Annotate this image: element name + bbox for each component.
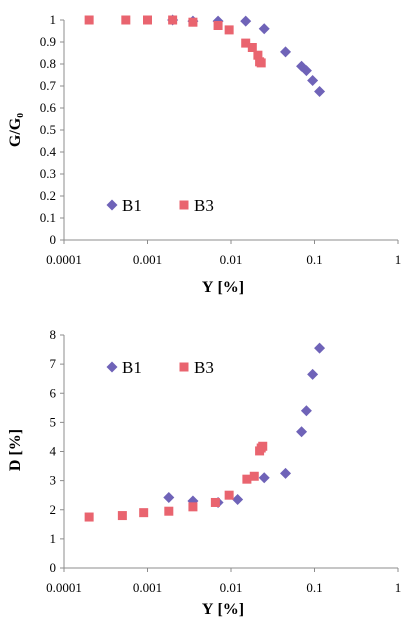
data-point-b3 <box>249 471 259 481</box>
data-point-b3 <box>168 15 178 25</box>
data-point-b1 <box>232 494 244 506</box>
data-point-b3 <box>224 490 234 500</box>
data-point-b3 <box>188 17 198 27</box>
x-tick-label: 0.01 <box>220 580 243 595</box>
y-axis-title: G/G₀ <box>7 113 24 147</box>
y-tick-label: 7 <box>50 356 57 371</box>
data-point-b1 <box>296 426 308 438</box>
legend-label-b3: B3 <box>194 358 214 377</box>
x-tick-label: 0.001 <box>133 580 162 595</box>
legend-label-b3: B3 <box>194 196 214 215</box>
legend-marker-b3 <box>179 362 189 372</box>
y-tick-label: 6 <box>50 385 57 400</box>
data-point-b3 <box>117 511 127 521</box>
data-point-b1 <box>240 15 252 27</box>
data-point-b1 <box>307 75 319 86</box>
data-point-b1 <box>307 368 319 380</box>
data-point-b3 <box>253 50 263 60</box>
chart-1: 0 0.1 0.2 0.3 0.4 0.5 0.6 0.7 0.8 0.9 1 0.0001 0.001… <box>7 12 401 296</box>
legend-marker-b3 <box>179 200 189 210</box>
data-point-b1 <box>258 472 270 484</box>
y-tick-label: 8 <box>50 327 57 342</box>
x-tick-label: 0.0001 <box>46 580 82 595</box>
data-point-b3 <box>84 512 94 522</box>
data-point-b3 <box>256 58 266 68</box>
x-tick-label: 1 <box>395 252 402 267</box>
chart-2: 0 1 2 3 4 5 6 7 8 0.0001 0.001 0.01 0.1 1 Υ [%] D [%] B1… <box>7 327 401 618</box>
x-tick-label: 0.1 <box>306 252 322 267</box>
y-tick-label: 0.7 <box>40 78 57 93</box>
x-tick-label: 1 <box>395 580 402 595</box>
data-point-b3 <box>143 15 152 25</box>
x-axis-title: Υ [%] <box>202 601 244 618</box>
series-b1 <box>167 14 326 97</box>
data-point-b3 <box>164 506 174 516</box>
data-point-b3 <box>247 43 257 52</box>
data-point-b3 <box>210 497 220 507</box>
x-tick-label: 0.0001 <box>46 252 82 267</box>
y-tick-label: 0.9 <box>40 34 56 49</box>
y-tick-label: 0.5 <box>40 122 56 137</box>
y-tick-label: 0 <box>50 232 57 247</box>
x-tick-label: 0.01 <box>220 252 243 267</box>
x-axis-title: Υ [%] <box>202 279 244 296</box>
data-point-b1 <box>314 86 326 97</box>
legend-marker-b1 <box>106 199 118 211</box>
data-point-b1 <box>280 46 292 58</box>
data-point-b1 <box>314 342 326 354</box>
legend-label-b1: B1 <box>122 196 142 215</box>
data-point-b1 <box>258 23 270 35</box>
data-point-b3 <box>121 15 131 25</box>
data-point-b3 <box>241 38 251 48</box>
series-b3 <box>84 441 268 522</box>
data-point-b3 <box>242 474 252 484</box>
y-tick-label: 0.3 <box>40 166 56 181</box>
x-tick-label: 0.1 <box>306 580 322 595</box>
y-axis-title: D [%] <box>7 429 24 471</box>
data-point-b3 <box>84 15 94 25</box>
y-tick-label: 4 <box>50 444 57 459</box>
data-point-b3 <box>188 502 198 512</box>
data-point-b3 <box>224 25 234 35</box>
data-point-b1 <box>300 405 312 417</box>
data-point-b3 <box>213 21 223 30</box>
y-tick-label: 3 <box>50 473 57 488</box>
legend-label-b1: B1 <box>122 358 142 377</box>
y-tick-label: 1 <box>50 12 57 27</box>
y-tick-label: 0 <box>50 560 57 575</box>
y-tick-label: 0.4 <box>40 144 57 159</box>
data-point-b1 <box>280 467 292 479</box>
data-point-b1 <box>300 65 312 77</box>
data-point-b1 <box>163 492 175 504</box>
y-tick-label: 1 <box>50 531 57 546</box>
y-tick-label: 2 <box>50 502 57 517</box>
x-tick-label: 0.001 <box>133 252 162 267</box>
data-point-b3 <box>139 508 149 518</box>
y-tick-label: 0.1 <box>40 210 56 225</box>
legend-marker-b1 <box>106 361 118 373</box>
y-tick-label: 0.2 <box>40 188 56 203</box>
data-point-b3 <box>258 441 268 451</box>
y-tick-label: 5 <box>50 414 57 429</box>
y-tick-label: 0.6 <box>40 100 57 115</box>
series-b3 <box>84 15 266 68</box>
y-tick-label: 0.8 <box>40 56 56 71</box>
